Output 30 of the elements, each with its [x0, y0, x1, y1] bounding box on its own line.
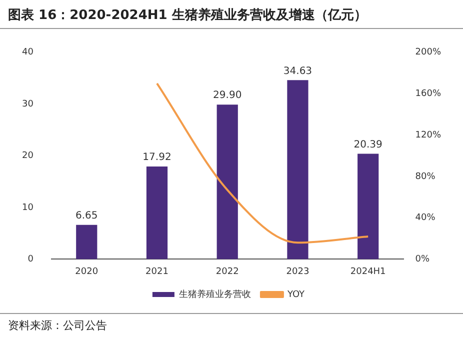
y-tick-label: 20	[22, 151, 34, 162]
text: 资料来源：公司公告	[8, 318, 108, 333]
data-label: 34.63	[283, 66, 312, 77]
y2-tick-label: 40%	[415, 213, 436, 224]
y2-tick-label: 160%	[415, 89, 442, 100]
data-label: 17.92	[142, 152, 172, 164]
chart-title: 图表 16：2020-2024H1 生猪养殖业务营收及增速（亿元）	[0, 0, 463, 29]
x-tick-label: 2022	[216, 266, 239, 277]
bar	[287, 80, 308, 260]
y2-tick-label: 200%	[415, 48, 442, 58]
y-tick-label: 30	[22, 99, 34, 110]
bar	[146, 166, 168, 260]
y-tick-label: 40	[22, 48, 34, 58]
data-label: 29.90	[213, 90, 242, 102]
bar	[216, 104, 238, 260]
bar	[358, 154, 379, 260]
x-tick-label: 2024H1	[350, 266, 386, 277]
y2-tick-label: 80%	[415, 172, 436, 182]
data-label: 6.65	[76, 210, 98, 222]
y-tick-label: 0	[28, 254, 34, 265]
legend-label: 生猪养殖业务营收	[178, 288, 251, 300]
x-tick-label: 2020	[75, 266, 98, 277]
data-label: 20.39	[354, 139, 382, 150]
x-tick-label: 2023	[286, 266, 310, 277]
x-tick-label: 2021	[146, 266, 168, 277]
y2-tick-label: 0%	[415, 254, 430, 265]
legend-label: YOY	[286, 290, 306, 300]
y-tick-label: 10	[22, 202, 34, 213]
y2-tick-label: 120%	[415, 130, 442, 140]
bar	[76, 224, 98, 260]
